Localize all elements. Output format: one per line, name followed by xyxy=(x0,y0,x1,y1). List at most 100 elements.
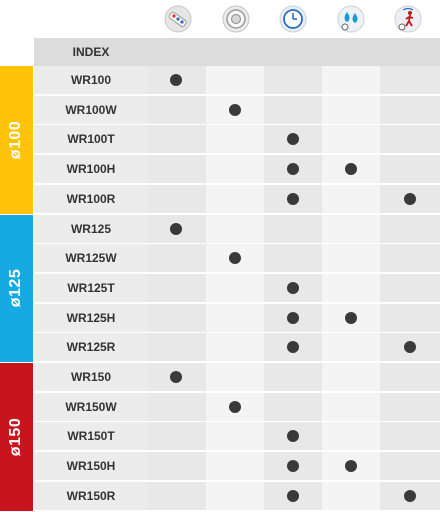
feature-cell xyxy=(264,333,322,362)
feature-cell xyxy=(322,244,380,273)
feature-cell xyxy=(264,363,322,391)
feature-cell xyxy=(322,95,380,124)
table-row: WR100T xyxy=(34,125,440,154)
feature-cell xyxy=(322,392,380,421)
feature-cell xyxy=(148,214,206,243)
feature-dot xyxy=(287,163,299,176)
feature-cell xyxy=(206,125,264,154)
feature-cell xyxy=(206,303,264,332)
product-index-cell: WR125 xyxy=(34,214,148,243)
feature-cell xyxy=(148,244,206,273)
feature-cell xyxy=(380,66,440,94)
product-index-cell: WR100W xyxy=(34,95,148,124)
product-index-cell: WR100H xyxy=(34,155,148,184)
feature-cell xyxy=(264,392,322,421)
feature-dot xyxy=(345,460,357,473)
product-index-cell: WR150H xyxy=(34,452,148,481)
feature-cell xyxy=(264,244,322,273)
product-index-cell: WR100T xyxy=(34,125,148,154)
feature-cell xyxy=(264,273,322,302)
feature-cell xyxy=(322,125,380,154)
feature-dot xyxy=(404,341,416,354)
feature-cell xyxy=(322,184,380,213)
feature-cell xyxy=(148,95,206,124)
feature-cell xyxy=(264,155,322,184)
feature-cell xyxy=(206,155,264,184)
feature-cell xyxy=(264,214,322,243)
feature-cell xyxy=(380,452,440,481)
table-row: WR100H xyxy=(34,155,440,184)
product-index-cell: WR150 xyxy=(34,363,148,391)
table-row: WR125W xyxy=(34,244,440,273)
humidity-sensor-icon xyxy=(336,4,366,34)
feature-dot xyxy=(229,252,241,265)
feature-dot xyxy=(229,103,241,116)
group-band-0: ø100 xyxy=(0,66,33,214)
feature-cell xyxy=(148,452,206,481)
feature-cell xyxy=(206,95,264,124)
feature-cell xyxy=(264,125,322,154)
feature-dot xyxy=(287,460,299,473)
product-index-cell: WR125T xyxy=(34,273,148,302)
product-index-cell: WR100 xyxy=(34,66,148,94)
group-label: ø100 xyxy=(7,120,25,159)
feature-cell xyxy=(264,303,322,332)
feature-cell xyxy=(148,184,206,213)
product-index-cell: WR125R xyxy=(34,333,148,362)
fan-icon xyxy=(221,4,251,34)
table-row: WR100R xyxy=(34,184,440,213)
feature-cell xyxy=(206,363,264,391)
feature-cell xyxy=(322,452,380,481)
product-index-cell: WR100R xyxy=(34,184,148,213)
feature-cell xyxy=(148,392,206,421)
feature-cell xyxy=(322,66,380,94)
feature-dot xyxy=(287,192,299,205)
table-row: WR150H xyxy=(34,452,440,481)
feature-cell xyxy=(148,481,206,510)
feature-cell xyxy=(264,452,322,481)
table-row: WR125T xyxy=(34,273,440,302)
feature-dot xyxy=(287,430,299,443)
feature-cell xyxy=(264,422,322,451)
feature-cell xyxy=(206,273,264,302)
table-row: WR150 xyxy=(34,363,440,391)
feature-cell xyxy=(322,422,380,451)
feature-cell xyxy=(322,303,380,332)
feature-cell xyxy=(206,481,264,510)
feature-cell xyxy=(264,481,322,510)
feature-cell xyxy=(380,392,440,421)
feature-cell xyxy=(322,214,380,243)
feature-dot xyxy=(170,222,182,235)
feature-dot xyxy=(287,133,299,146)
timer-clock-icon xyxy=(278,4,308,34)
table-row: WR125R xyxy=(34,333,440,362)
index-header-bar xyxy=(34,38,440,66)
feature-cell xyxy=(148,303,206,332)
feature-cell xyxy=(380,244,440,273)
feature-cell xyxy=(322,481,380,510)
feature-dot xyxy=(170,371,182,383)
feature-cell xyxy=(380,363,440,391)
feature-cell xyxy=(380,125,440,154)
feature-cell xyxy=(148,422,206,451)
feature-cell xyxy=(380,422,440,451)
feature-cell xyxy=(148,155,206,184)
feature-cell xyxy=(322,155,380,184)
feature-dot xyxy=(229,400,241,413)
feature-cell xyxy=(322,363,380,391)
index-column-header: INDEX xyxy=(72,45,110,59)
table-row: WR150T xyxy=(34,422,440,451)
feature-cell xyxy=(380,303,440,332)
feature-cell xyxy=(148,273,206,302)
product-index-cell: WR125W xyxy=(34,244,148,273)
feature-cell xyxy=(206,184,264,213)
feature-icon-header xyxy=(0,0,440,38)
feature-cell xyxy=(380,95,440,124)
feature-cell xyxy=(380,333,440,362)
feature-cell xyxy=(206,452,264,481)
product-index-cell: WR150W xyxy=(34,392,148,421)
feature-dot xyxy=(287,281,299,294)
feature-cell xyxy=(206,333,264,362)
feature-cell xyxy=(148,363,206,391)
feature-dot xyxy=(404,192,416,205)
